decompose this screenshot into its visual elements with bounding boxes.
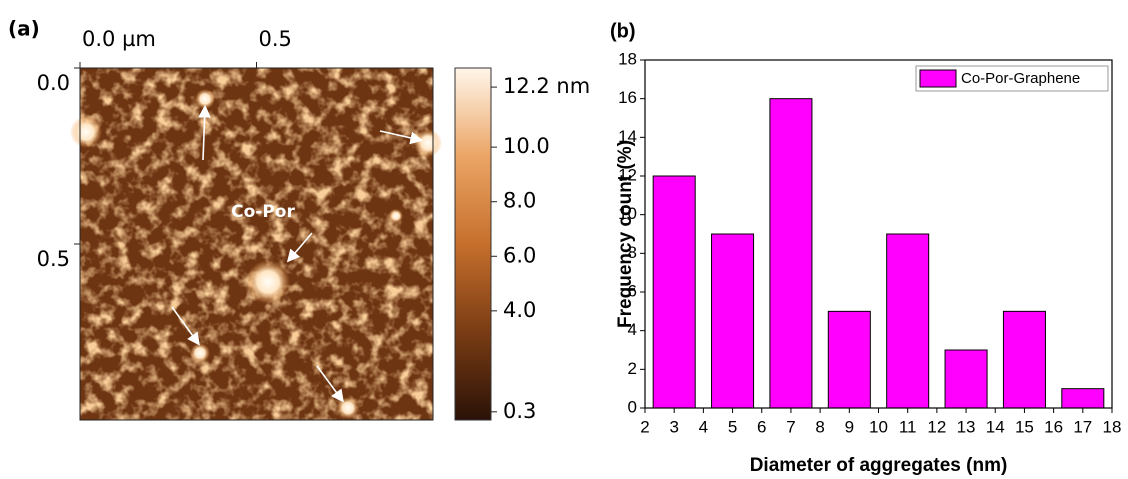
legend-swatch <box>919 69 957 88</box>
bar <box>652 175 696 409</box>
x-tick-label: 14 <box>986 417 1005 436</box>
y-tick-label: 0.0 <box>37 71 70 95</box>
y-tick-label: 10 <box>618 204 637 223</box>
colorbar-tick-label: 4.0 <box>503 298 536 322</box>
y-tick-label: 18 <box>618 49 637 68</box>
x-tick-label: 7 <box>786 417 795 436</box>
bar <box>1061 388 1105 409</box>
x-tick-label: 9 <box>845 417 854 436</box>
y-tick-label: 2 <box>628 359 637 378</box>
x-tick-label: 11 <box>899 417 917 436</box>
y-tick-label: 14 <box>618 127 637 146</box>
x-tick-label: 10 <box>869 417 888 436</box>
bright-spots <box>70 89 442 419</box>
bar <box>827 310 871 409</box>
colorbar-tick-label: 12.2 nm <box>503 74 590 98</box>
x-tick-label: 18 <box>1103 417 1122 436</box>
bar <box>1002 310 1046 409</box>
bar <box>886 233 930 409</box>
x-axis-label: Diameter of aggregates (nm) <box>750 455 1008 476</box>
x-tick-label: 2 <box>640 417 649 436</box>
panel-label: (a) <box>8 17 40 41</box>
afm-image <box>70 68 442 420</box>
x-tick-label: 6 <box>757 417 766 436</box>
colorbar <box>454 67 492 421</box>
y-tick-label: 0.5 <box>37 247 70 271</box>
y-axis-label: Frequency count (%) <box>615 140 636 328</box>
x-tick-label: 4 <box>699 417 708 436</box>
x-tick-label: 0.5 <box>259 27 292 51</box>
x-tick-label: 0.0 µm <box>82 27 156 51</box>
bar <box>711 233 755 409</box>
colorbar-tick-label: 10.0 <box>503 134 550 158</box>
y-tick-label: 16 <box>618 88 637 107</box>
x-tick-label: 5 <box>728 417 737 436</box>
colorbar-tick-label: 0.3 <box>503 399 536 423</box>
y-tick-label: 4 <box>628 320 637 339</box>
y-tick-label: 0 <box>628 397 637 416</box>
x-tick-label: 12 <box>927 417 946 436</box>
x-tick-label: 8 <box>815 417 824 436</box>
plot-frame <box>644 59 1113 409</box>
x-tick-label: 13 <box>957 417 976 436</box>
y-tick-label: 6 <box>628 281 637 300</box>
colorbar-tick-label: 8.0 <box>503 189 536 213</box>
panel-label: (b) <box>610 20 636 42</box>
image-texture <box>80 68 433 420</box>
bar <box>769 98 813 409</box>
x-tick-label: 3 <box>669 417 678 436</box>
colorbar-tick-label: 6.0 <box>503 243 536 267</box>
arrows <box>171 104 424 403</box>
annotation: Co-Por <box>231 202 295 222</box>
legend-label: Co-Por-Graphene <box>961 70 1080 87</box>
y-tick-label: 12 <box>618 165 637 184</box>
x-tick-label: 16 <box>1044 417 1063 436</box>
y-tick-label: 8 <box>628 243 637 262</box>
x-tick-label: 15 <box>1015 417 1034 436</box>
x-tick-label: 17 <box>1073 417 1092 436</box>
bar <box>944 349 988 409</box>
